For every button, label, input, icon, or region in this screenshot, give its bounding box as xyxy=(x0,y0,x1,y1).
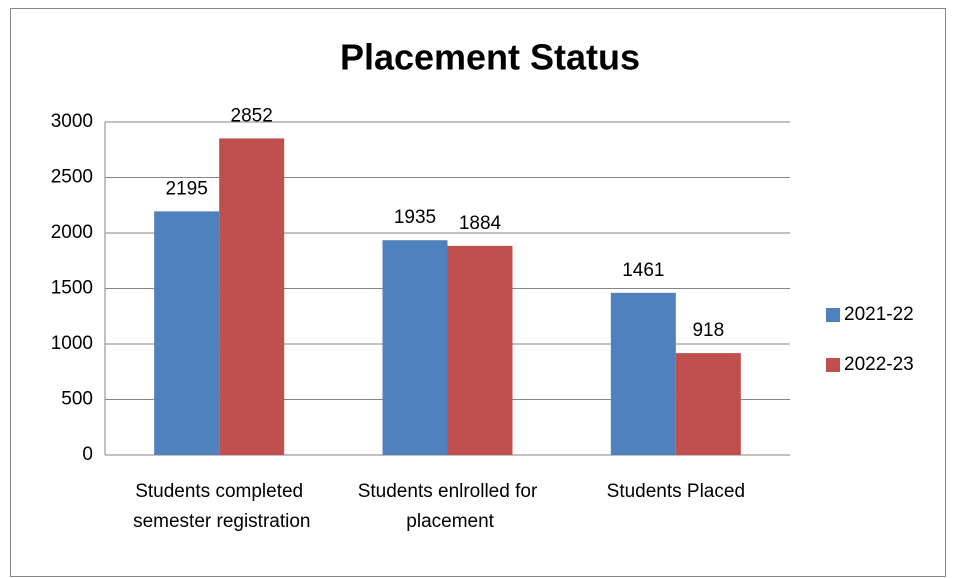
bar xyxy=(447,245,513,455)
x-tick-label-line: semester registration xyxy=(128,511,311,532)
value-label: 1884 xyxy=(459,213,502,234)
x-tick-label: Students enlrolled for placement xyxy=(358,481,538,532)
bar xyxy=(219,138,285,456)
value-label: 2852 xyxy=(231,105,273,126)
x-tick-label: Students completed semester registration xyxy=(128,481,311,532)
value-label: 1935 xyxy=(394,207,436,228)
legend-swatch xyxy=(826,308,840,322)
x-tick-label-line: Students enlrolled for xyxy=(358,481,538,502)
legend-swatch xyxy=(826,358,840,372)
x-tick-label-line: placement xyxy=(401,511,495,532)
y-tick-label: 1000 xyxy=(51,333,93,354)
bar xyxy=(382,240,448,455)
bar xyxy=(675,353,741,455)
bar xyxy=(610,292,676,455)
legend-label: 2022-23 xyxy=(844,354,914,375)
value-label: 1461 xyxy=(622,260,664,281)
value-label: 2195 xyxy=(166,178,208,199)
y-tick-label: 0 xyxy=(82,444,93,465)
y-tick-label: 500 xyxy=(61,389,93,410)
bar xyxy=(154,211,220,455)
y-tick-label: 2000 xyxy=(51,222,93,243)
x-tick-label: Students Placed xyxy=(607,481,745,502)
value-label: 918 xyxy=(692,320,724,341)
y-tick-label: 1500 xyxy=(51,278,93,299)
y-tick-label: 3000 xyxy=(51,111,93,132)
y-tick-label: 2500 xyxy=(51,167,93,188)
legend-label: 2021-22 xyxy=(844,304,914,325)
chart-title: Placement Status xyxy=(340,37,640,78)
x-tick-label-line: Students completed xyxy=(135,481,303,502)
x-tick-label-line: Students Placed xyxy=(607,481,745,502)
